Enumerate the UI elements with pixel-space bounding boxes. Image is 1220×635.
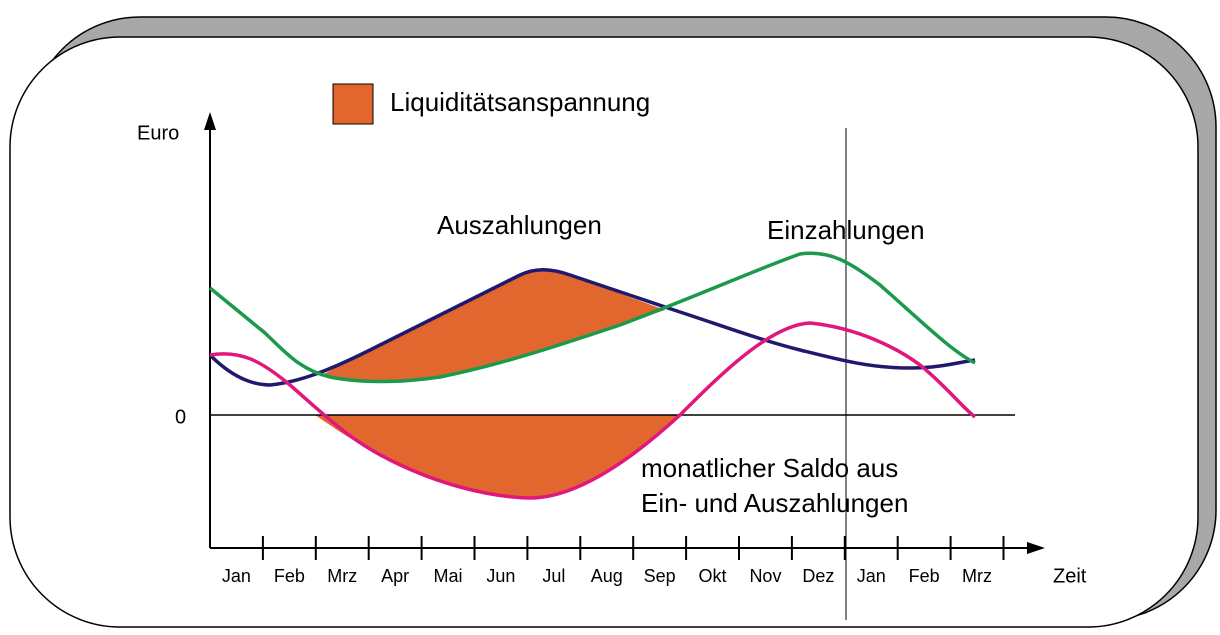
x-axis-label: Zeit <box>1053 565 1087 587</box>
inflow-label: Einzahlungen <box>767 215 925 245</box>
month-label: Apr <box>381 566 409 586</box>
inflow-curve <box>208 251 976 384</box>
legend-swatch <box>332 83 374 125</box>
balance-label: Ein- und Auszahlungen <box>641 488 908 518</box>
balance-label: monatlicher Saldo aus <box>641 453 898 483</box>
x-arrow <box>1027 542 1045 554</box>
month-label: Feb <box>274 566 305 586</box>
zero-label: 0 <box>175 406 186 428</box>
outflow-label: Auszahlungen <box>437 210 602 240</box>
tension-area <box>320 269 665 382</box>
month-label: Sep <box>644 566 676 586</box>
month-label: Mrz <box>962 566 992 586</box>
outflow-curve <box>208 268 976 387</box>
month-label: Dez <box>802 566 834 586</box>
month-label: Mrz <box>327 566 357 586</box>
month-label: Jul <box>542 566 565 586</box>
month-label: Jun <box>486 566 515 586</box>
y-axis-label: Euro <box>137 122 179 144</box>
tension-area <box>315 415 680 498</box>
month-label: Mai <box>434 566 463 586</box>
month-label: Nov <box>749 566 781 586</box>
month-label: Aug <box>591 566 623 586</box>
legend-label: Liquiditätsanspannung <box>390 87 650 117</box>
month-label: Feb <box>909 566 940 586</box>
y-arrow <box>204 112 216 130</box>
balance-curve <box>209 321 977 500</box>
month-label: Okt <box>699 566 727 586</box>
month-label: Jan <box>857 566 886 586</box>
month-label: Jan <box>222 566 251 586</box>
